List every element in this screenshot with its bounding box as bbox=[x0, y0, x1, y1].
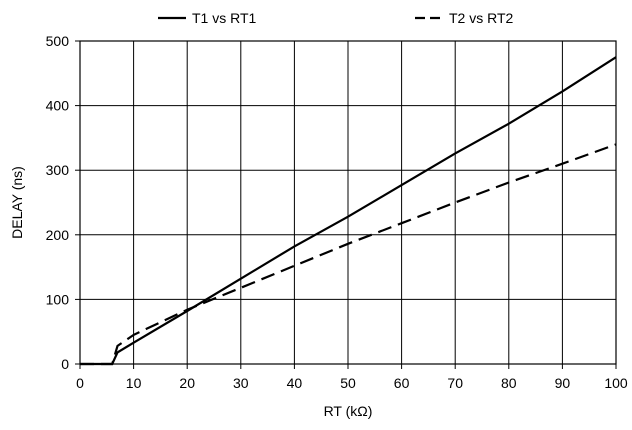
y-tick-labels: 0 100 200 300 400 500 bbox=[46, 33, 70, 372]
series-line-1 bbox=[80, 56, 617, 366]
y-tick-label: 300 bbox=[46, 162, 70, 178]
x-tick-label: 100 bbox=[604, 375, 628, 391]
series-lines bbox=[80, 56, 617, 366]
y-axis-title: DELAY (ns) bbox=[9, 166, 25, 239]
y-tick-label: 0 bbox=[61, 356, 69, 372]
x-tick-label: 80 bbox=[501, 375, 517, 391]
y-tick-label: 500 bbox=[46, 33, 70, 49]
series-line-2 bbox=[80, 143, 617, 366]
x-tick-label: 70 bbox=[447, 375, 463, 391]
legend-label-1: T1 vs RT1 bbox=[192, 10, 257, 26]
x-tick-label: 10 bbox=[126, 375, 142, 391]
y-tick-label: 400 bbox=[46, 98, 70, 114]
x-tick-label: 90 bbox=[555, 375, 571, 391]
x-tick-label: 60 bbox=[394, 375, 410, 391]
plot-frame bbox=[79, 40, 617, 365]
grid-lines bbox=[75, 40, 617, 369]
x-tick-label: 50 bbox=[340, 375, 356, 391]
y-tick-label: 200 bbox=[46, 227, 70, 243]
y-tick-label: 100 bbox=[46, 291, 70, 307]
x-tick-label: 40 bbox=[287, 375, 303, 391]
legend: T1 vs RT1 T2 vs RT2 bbox=[158, 10, 514, 26]
legend-label-2: T2 vs RT2 bbox=[449, 10, 514, 26]
x-axis-title: RT (kΩ) bbox=[324, 403, 373, 419]
x-tick-labels: 0 10 20 30 40 50 60 70 80 90 100 bbox=[76, 375, 628, 391]
x-tick-label: 30 bbox=[233, 375, 249, 391]
x-tick-label: 0 bbox=[76, 375, 84, 391]
x-tick-label: 20 bbox=[179, 375, 195, 391]
